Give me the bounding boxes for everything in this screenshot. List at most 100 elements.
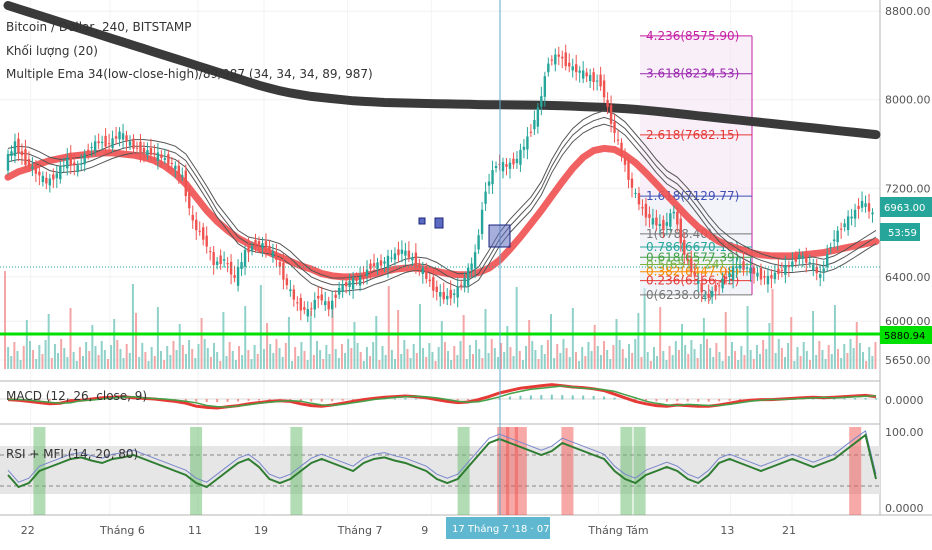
volume-bar (771, 289, 774, 369)
candle-body (794, 255, 798, 262)
volume-bar (238, 346, 240, 369)
candle-body (215, 261, 219, 265)
candle-body (728, 273, 731, 277)
candle-body (93, 141, 97, 152)
volume-bar (534, 350, 537, 369)
volume-bar (621, 349, 624, 369)
volume-bar (38, 345, 41, 369)
volume-bar (434, 361, 437, 369)
candle-body (310, 308, 313, 310)
price-tick: 7200.00 (885, 182, 931, 195)
volume-bar (712, 357, 715, 369)
volume-bar (665, 360, 668, 369)
candle-body (275, 253, 278, 260)
candle-body (721, 278, 724, 289)
volume-bar (802, 342, 805, 369)
ema-34-line (7, 123, 877, 292)
volume-bar (668, 346, 671, 369)
volume-bar (478, 349, 481, 369)
volume-bar (331, 305, 334, 369)
fib-level-label: 1(6788.40) (646, 227, 713, 241)
candle-body (819, 274, 822, 278)
volume-bar (649, 361, 652, 369)
candle-body (97, 141, 100, 144)
macd-hist-bar (122, 398, 125, 400)
candle-body (100, 141, 104, 144)
volume-bar (200, 318, 203, 369)
volume-bar (496, 357, 499, 369)
volume-bar (262, 349, 265, 369)
volume-bar (780, 348, 783, 369)
volume-bar (362, 361, 365, 369)
candle-body (449, 289, 452, 299)
fib-level-label: 3.618(8234.53) (646, 67, 739, 81)
candle-body (59, 166, 62, 180)
candle-body (125, 135, 128, 141)
candle-body (829, 247, 832, 249)
volume-bar (581, 347, 584, 369)
candle-body (303, 307, 306, 310)
candle-body (543, 76, 547, 97)
volume-bar (188, 340, 191, 369)
volume-bar (618, 340, 621, 369)
volume-bar (47, 314, 50, 369)
candle-body (630, 178, 634, 188)
candle-body (853, 209, 857, 219)
volume-bar (612, 345, 615, 369)
volume-bar (431, 352, 434, 369)
candle-body (466, 267, 470, 286)
volume-bar (172, 341, 175, 369)
candle-body (707, 293, 710, 299)
candle-body (780, 270, 784, 272)
volume-bar (852, 348, 855, 369)
macd-hist-bar (655, 399, 658, 402)
candle-body (121, 133, 125, 140)
volume-bar (609, 359, 612, 369)
volume-bar (740, 346, 743, 369)
volume-bar (821, 350, 824, 369)
volume-bar (100, 341, 103, 369)
candle-body (554, 54, 557, 65)
volume-bar (787, 343, 790, 369)
macd-hist-bar (718, 399, 721, 402)
candle-body (34, 164, 38, 174)
candle-body (606, 99, 609, 107)
candle-body (508, 162, 512, 169)
volume-bar (57, 353, 60, 369)
macd-signal-line (8, 385, 877, 408)
candle-body (334, 294, 337, 298)
volume-bar (284, 343, 287, 369)
volume-bar (97, 355, 100, 369)
volume-bar (69, 308, 72, 369)
volume-bar (518, 351, 521, 369)
volume-bar (468, 345, 471, 369)
candle-body (278, 261, 282, 267)
volume-bar (131, 284, 134, 369)
candle-body (107, 143, 111, 145)
volume-bar (578, 361, 581, 369)
volume-bar (306, 360, 309, 369)
macd-hist-bar (644, 399, 647, 401)
candle-body (344, 282, 348, 287)
macd-hist-bar (226, 399, 229, 402)
volume-bar (537, 359, 540, 369)
candle-body (17, 138, 20, 153)
candle-body (153, 152, 156, 155)
volume-bar (63, 348, 66, 369)
volume-bar (846, 353, 849, 369)
candle-body (846, 216, 850, 231)
volume-bar (440, 321, 443, 369)
volume-bar (599, 355, 602, 369)
candle-body (38, 171, 41, 176)
candle-body (111, 138, 114, 148)
candle-body (515, 158, 519, 164)
candle-body (487, 181, 491, 186)
candle-body (86, 149, 90, 152)
rsi-axis-top: 100.00 (885, 426, 924, 439)
volume-bar (734, 351, 737, 369)
volume-bar (531, 341, 534, 369)
candle-body (575, 64, 578, 73)
volume-bar (643, 288, 646, 369)
volume-bar (590, 351, 593, 369)
